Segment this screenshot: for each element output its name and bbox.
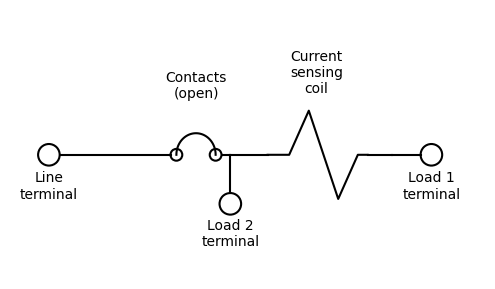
Text: Load 2
terminal: Load 2 terminal [201, 218, 259, 249]
Text: Line
terminal: Line terminal [20, 171, 78, 202]
Text: Current
sensing
coil: Current sensing coil [290, 49, 343, 96]
Text: Contacts
(open): Contacts (open) [165, 71, 227, 101]
Text: Load 1
terminal: Load 1 terminal [402, 171, 460, 202]
